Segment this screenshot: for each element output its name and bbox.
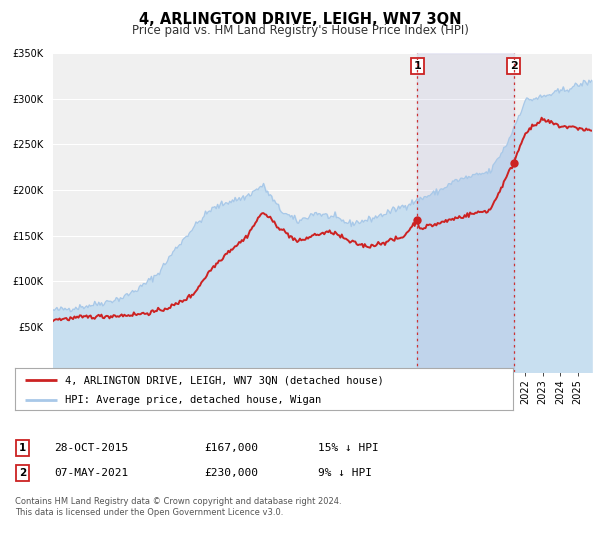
Text: Contains HM Land Registry data © Crown copyright and database right 2024.: Contains HM Land Registry data © Crown c… [15, 497, 341, 506]
Text: HPI: Average price, detached house, Wigan: HPI: Average price, detached house, Wiga… [65, 395, 321, 405]
Text: 4, ARLINGTON DRIVE, LEIGH, WN7 3QN: 4, ARLINGTON DRIVE, LEIGH, WN7 3QN [139, 12, 461, 27]
Text: 4, ARLINGTON DRIVE, LEIGH, WN7 3QN (detached house): 4, ARLINGTON DRIVE, LEIGH, WN7 3QN (deta… [65, 375, 383, 385]
Text: Price paid vs. HM Land Registry's House Price Index (HPI): Price paid vs. HM Land Registry's House … [131, 24, 469, 36]
Text: 15% ↓ HPI: 15% ↓ HPI [318, 443, 379, 453]
Text: £167,000: £167,000 [204, 443, 258, 453]
Text: 28-OCT-2015: 28-OCT-2015 [54, 443, 128, 453]
Text: 2: 2 [19, 468, 26, 478]
Text: £230,000: £230,000 [204, 468, 258, 478]
Text: 2: 2 [510, 61, 518, 71]
Text: 9% ↓ HPI: 9% ↓ HPI [318, 468, 372, 478]
Text: 07-MAY-2021: 07-MAY-2021 [54, 468, 128, 478]
Text: 1: 1 [413, 61, 421, 71]
Bar [417, 53, 514, 372]
Text: 1: 1 [19, 443, 26, 453]
Text: This data is licensed under the Open Government Licence v3.0.: This data is licensed under the Open Gov… [15, 508, 283, 517]
